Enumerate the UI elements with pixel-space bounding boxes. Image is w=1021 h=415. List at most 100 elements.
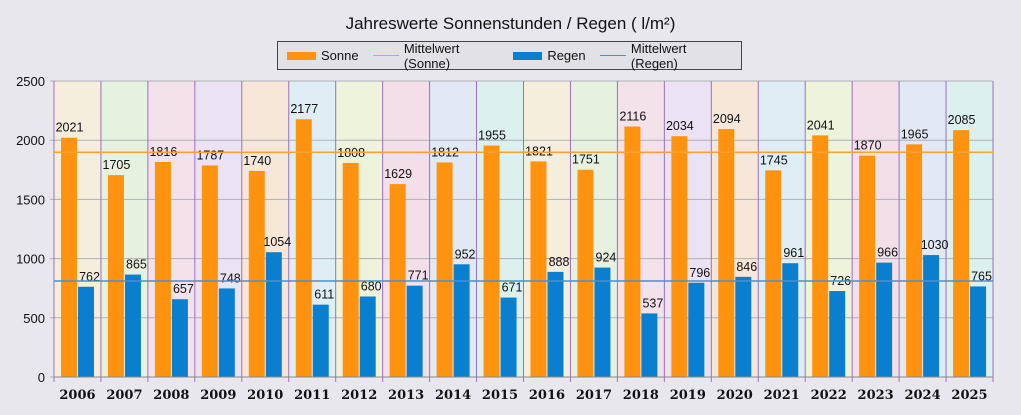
legend-item-regen: Regen	[513, 48, 586, 63]
data-label-regen: 888	[549, 255, 570, 269]
bar-regen	[500, 297, 517, 377]
y-tick-label: 2000	[16, 133, 45, 148]
bar-sonne	[107, 175, 124, 377]
x-tick-label: 2017	[576, 388, 612, 403]
bar-sonne	[530, 161, 547, 377]
bar-regen	[970, 286, 987, 377]
bar-regen	[218, 288, 235, 377]
bar-regen	[594, 267, 611, 377]
bar-regen	[171, 299, 188, 377]
data-label-sonne: 2021	[56, 121, 84, 135]
data-label-sonne: 1705	[103, 158, 131, 172]
data-label-regen: 1054	[263, 235, 291, 249]
data-label-sonne: 2094	[713, 112, 741, 126]
legend-label-sonne: Sonne	[321, 48, 359, 63]
bar-regen	[782, 263, 799, 377]
bar-regen	[923, 255, 940, 377]
data-label-sonne: 1821	[525, 144, 553, 158]
x-tick-label: 2020	[717, 388, 753, 403]
x-tick-label: 2012	[341, 388, 377, 403]
legend-label-mittel-regen: Mittelwert (Regen)	[630, 40, 687, 71]
bar-sonne	[248, 170, 265, 377]
x-tick-label: 2006	[59, 388, 95, 403]
bar-regen	[735, 276, 752, 377]
bar-sonne	[953, 130, 970, 377]
data-label-sonne: 1965	[901, 127, 929, 141]
legend-swatch-sonne	[287, 51, 316, 60]
data-label-sonne: 1745	[760, 153, 788, 167]
data-label-regen: 924	[596, 251, 617, 265]
bar-sonne	[624, 126, 641, 377]
bar-regen	[876, 262, 893, 377]
bar-regen	[641, 313, 658, 377]
bar-sonne	[718, 129, 735, 377]
data-label-sonne: 1955	[478, 129, 506, 143]
bar-regen	[547, 271, 564, 377]
bar-sonne	[342, 162, 359, 377]
data-label-regen: 671	[502, 281, 523, 295]
x-tick-label: 2025	[951, 388, 987, 403]
data-label-regen: 611	[314, 288, 334, 302]
bar-regen	[78, 286, 94, 377]
y-tick-label: 1000	[16, 252, 45, 267]
data-label-regen: 966	[877, 246, 898, 260]
legend-line-mittel-sonne	[372, 55, 399, 56]
x-tick-label: 2024	[904, 388, 940, 403]
bar-sonne	[154, 161, 171, 377]
x-tick-label: 2011	[294, 388, 330, 403]
bar-regen	[265, 252, 282, 377]
data-label-regen: 748	[220, 271, 241, 285]
data-label-regen: 796	[689, 266, 710, 280]
bar-regen	[406, 285, 423, 377]
bar-sonne	[436, 162, 453, 377]
data-label-regen: 680	[361, 279, 382, 293]
data-label-regen: 961	[783, 246, 804, 260]
bar-regen	[829, 291, 846, 377]
x-tick-label: 2008	[153, 388, 189, 403]
data-label-regen: 865	[126, 258, 147, 272]
bar-sonne	[671, 136, 688, 377]
bar-sonne	[295, 119, 312, 378]
data-label-sonne: 1740	[243, 154, 271, 168]
y-tick-label: 2500	[16, 74, 45, 89]
bar-sonne	[61, 137, 77, 377]
y-tick-label: 1500	[16, 192, 45, 207]
data-label-regen: 537	[642, 296, 663, 310]
x-tick-label: 2015	[482, 388, 518, 403]
bar-sonne	[201, 165, 218, 377]
legend-swatch-regen	[513, 51, 543, 60]
data-label-sonne: 1787	[196, 148, 224, 162]
data-label-sonne: 2177	[290, 102, 318, 116]
chart-title: Jahreswerte Sonnenstunden / Regen ( l/m²…	[345, 14, 676, 33]
bar-sonne	[859, 155, 876, 377]
bar-sonne	[765, 170, 782, 377]
legend: Sonne Mittelwert (Sonne) Regen Mittelwer…	[277, 40, 742, 71]
x-tick-label: 2018	[623, 388, 659, 403]
data-label-regen: 846	[736, 260, 757, 274]
data-label-regen: 1030	[921, 238, 949, 252]
x-tick-label: 2019	[670, 388, 706, 403]
x-tick-label: 2016	[529, 388, 565, 403]
data-label-sonne: 2085	[948, 113, 976, 127]
y-tick-label: 0	[38, 370, 45, 385]
bar-regen	[124, 274, 141, 377]
data-label-regen: 657	[173, 282, 194, 296]
data-label-regen: 771	[408, 269, 429, 283]
x-tick-label: 2013	[388, 388, 424, 403]
y-tick-label: 500	[23, 311, 45, 326]
bar-regen	[688, 282, 705, 377]
legend-item-mittel-sonne: Mittelwert (Sonne)	[372, 40, 500, 71]
data-label-regen: 762	[79, 270, 100, 284]
bar-sonne	[812, 135, 829, 377]
x-tick-label: 2014	[435, 388, 471, 403]
x-tick-label: 2023	[858, 388, 894, 403]
bar-regen	[312, 304, 329, 377]
legend-label-mittel-sonne: Mittelwert (Sonne)	[403, 40, 460, 71]
legend-label-regen: Regen	[547, 48, 586, 63]
legend-item-sonne: Sonne	[287, 48, 359, 63]
bar-sonne	[906, 144, 923, 377]
x-tick-label: 2021	[764, 388, 800, 403]
legend-item-mittel-regen: Mittelwert (Regen)	[599, 40, 727, 71]
legend-line-mittel-regen	[599, 55, 626, 56]
